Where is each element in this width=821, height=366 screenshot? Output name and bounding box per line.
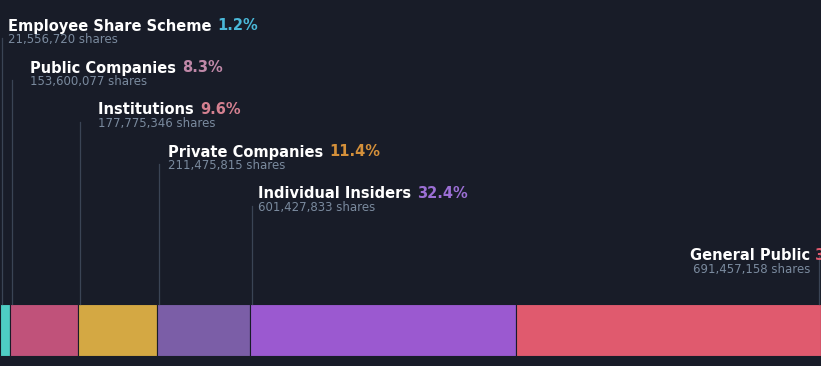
Text: Private Companies: Private Companies	[168, 145, 328, 160]
Text: 691,457,158 shares: 691,457,158 shares	[693, 264, 810, 276]
Bar	[516, 304, 821, 356]
Text: Public Companies: Public Companies	[30, 60, 181, 75]
Bar	[78, 304, 157, 356]
Text: 1.2%: 1.2%	[218, 19, 259, 34]
Text: 601,427,833 shares: 601,427,833 shares	[258, 202, 375, 214]
Text: General Public: General Public	[690, 249, 810, 264]
Text: 32.4%: 32.4%	[417, 187, 468, 202]
Text: 37.2%: 37.2%	[810, 249, 821, 264]
Bar	[10, 304, 78, 356]
Text: Institutions: Institutions	[98, 102, 199, 117]
Text: 21,556,720 shares: 21,556,720 shares	[8, 34, 118, 46]
Text: Individual Insiders: Individual Insiders	[258, 187, 416, 202]
Bar	[0, 304, 10, 356]
Text: Employee Share Scheme: Employee Share Scheme	[8, 19, 217, 34]
Text: 11.4%: 11.4%	[329, 145, 380, 160]
Text: 177,775,346 shares: 177,775,346 shares	[98, 117, 215, 131]
Bar	[157, 304, 250, 356]
Text: 9.6%: 9.6%	[200, 102, 241, 117]
Text: 153,600,077 shares: 153,600,077 shares	[30, 75, 147, 89]
Text: 8.3%: 8.3%	[182, 60, 222, 75]
Text: 211,475,815 shares: 211,475,815 shares	[168, 160, 286, 172]
Bar	[250, 304, 516, 356]
